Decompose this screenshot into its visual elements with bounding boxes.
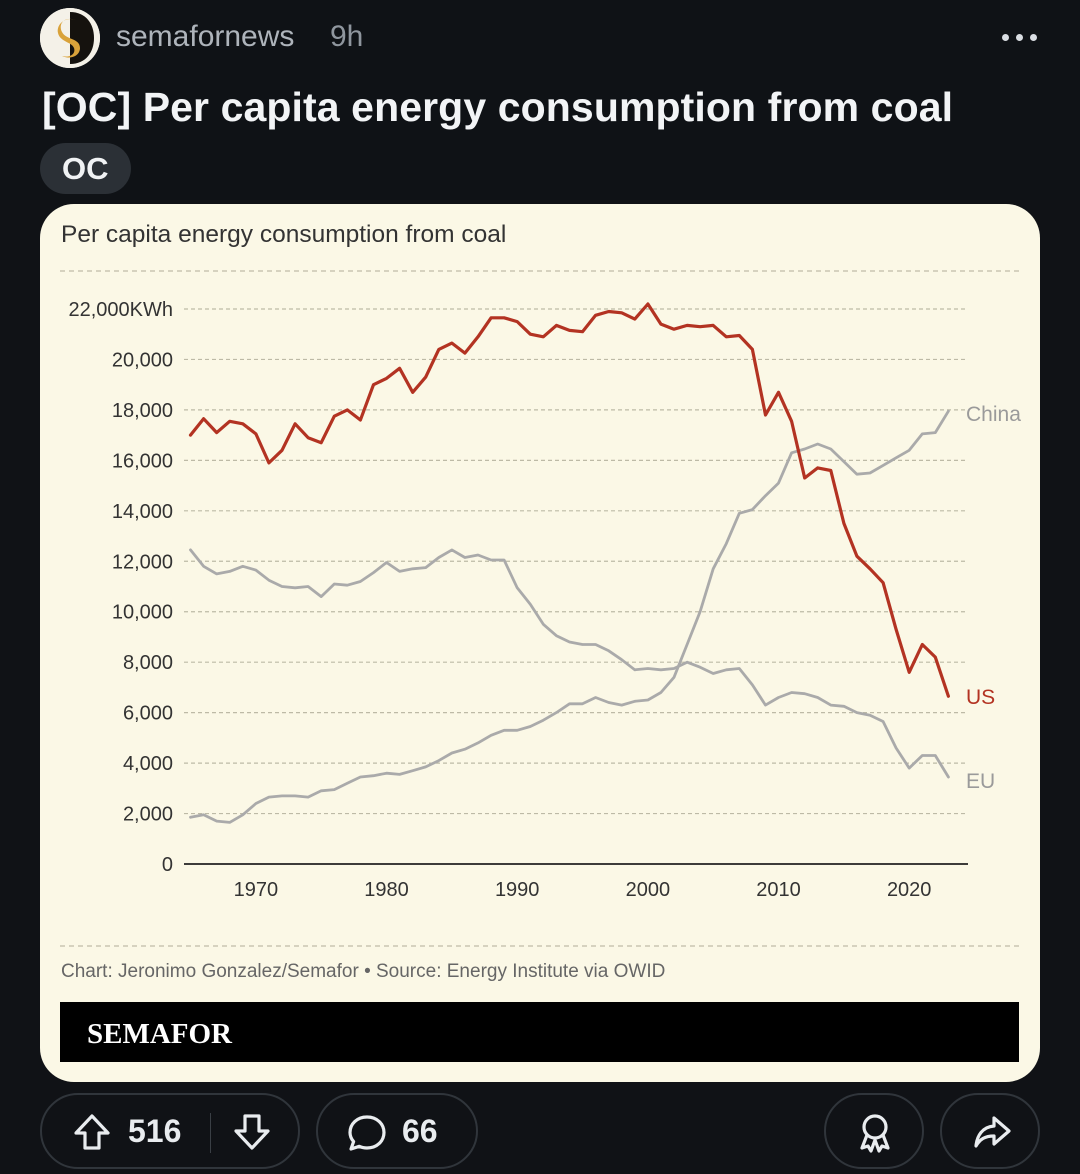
x-tick-label: 2010 [756,879,801,901]
award-icon [860,1114,890,1153]
comment-bubble-icon [348,1115,386,1151]
coal-chart: Per capita energy consumption from coal … [60,221,1021,1062]
label-us: US [966,686,995,709]
award-button[interactable] [824,1093,924,1169]
post-title[interactable]: [OC] Per capita energy consumption from … [42,84,954,130]
series-line-eu [189,548,950,779]
avatar[interactable] [40,8,100,68]
post-header: semafornews 9h [OC] Per capita energy co… [0,0,1080,200]
x-tick-label: 1980 [364,879,409,901]
y-tick-label: 8,000 [123,652,173,674]
label-china: China [966,403,1021,426]
brand-name: SEMAFOR [87,1018,233,1050]
share-arrow-icon [974,1116,1011,1148]
chart-title: Per capita energy consumption from coal [61,221,506,248]
more-dots-icon[interactable] [998,14,1042,54]
y-axis: 0 2,000 4,000 6,000 8,000 10,000 12,000 14,000 1… [68,299,173,876]
x-tick-label: 1970 [234,879,279,901]
y-tick-label: 14,000 [112,501,173,523]
gridlines [184,308,968,865]
y-tick-label: 0 [162,854,173,876]
y-tick-label: 12,000 [112,551,173,573]
vote-group: 516 [40,1093,300,1169]
chart-card[interactable]: Per capita energy consumption from coal … [40,204,1040,1082]
y-tick-label: 16,000 [112,450,173,472]
y-tick-label: 20,000 [112,349,173,371]
share-button[interactable] [940,1093,1040,1169]
vote-divider [210,1113,211,1153]
x-tick-label: 1990 [495,879,540,901]
arrow-up-icon[interactable] [72,1112,112,1152]
y-tick-label: 22,000KWh [68,299,173,321]
chart-credit: Chart: Jeronimo Gonzalez/Semafor • Sourc… [61,961,665,982]
x-tick-label: 2020 [887,879,932,901]
semafor-logo-icon [40,8,100,68]
series-line-us [188,302,951,698]
y-tick-label: 2,000 [123,804,173,826]
x-axis: 1970 1980 1990 2000 2010 2020 [234,879,932,901]
y-tick-label: 4,000 [123,753,173,775]
post-time: 9h [330,20,364,53]
y-tick-label: 6,000 [123,703,173,725]
comment-count: 66 [402,1113,438,1149]
series-lines [188,302,951,824]
label-eu: EU [966,770,995,793]
arrow-down-icon[interactable] [232,1112,272,1152]
x-tick-label: 2000 [626,879,671,901]
post-author[interactable]: semafornews [116,20,295,53]
upvote-count: 516 [128,1113,182,1149]
y-tick-label: 10,000 [112,602,173,624]
series-line-china [189,409,950,824]
comments-button[interactable]: 66 [316,1093,478,1169]
brand-bar [60,1002,1019,1062]
flair-badge[interactable]: OC [40,143,131,194]
action-bar: 516 66 [0,1090,1080,1174]
y-tick-label: 18,000 [112,400,173,422]
